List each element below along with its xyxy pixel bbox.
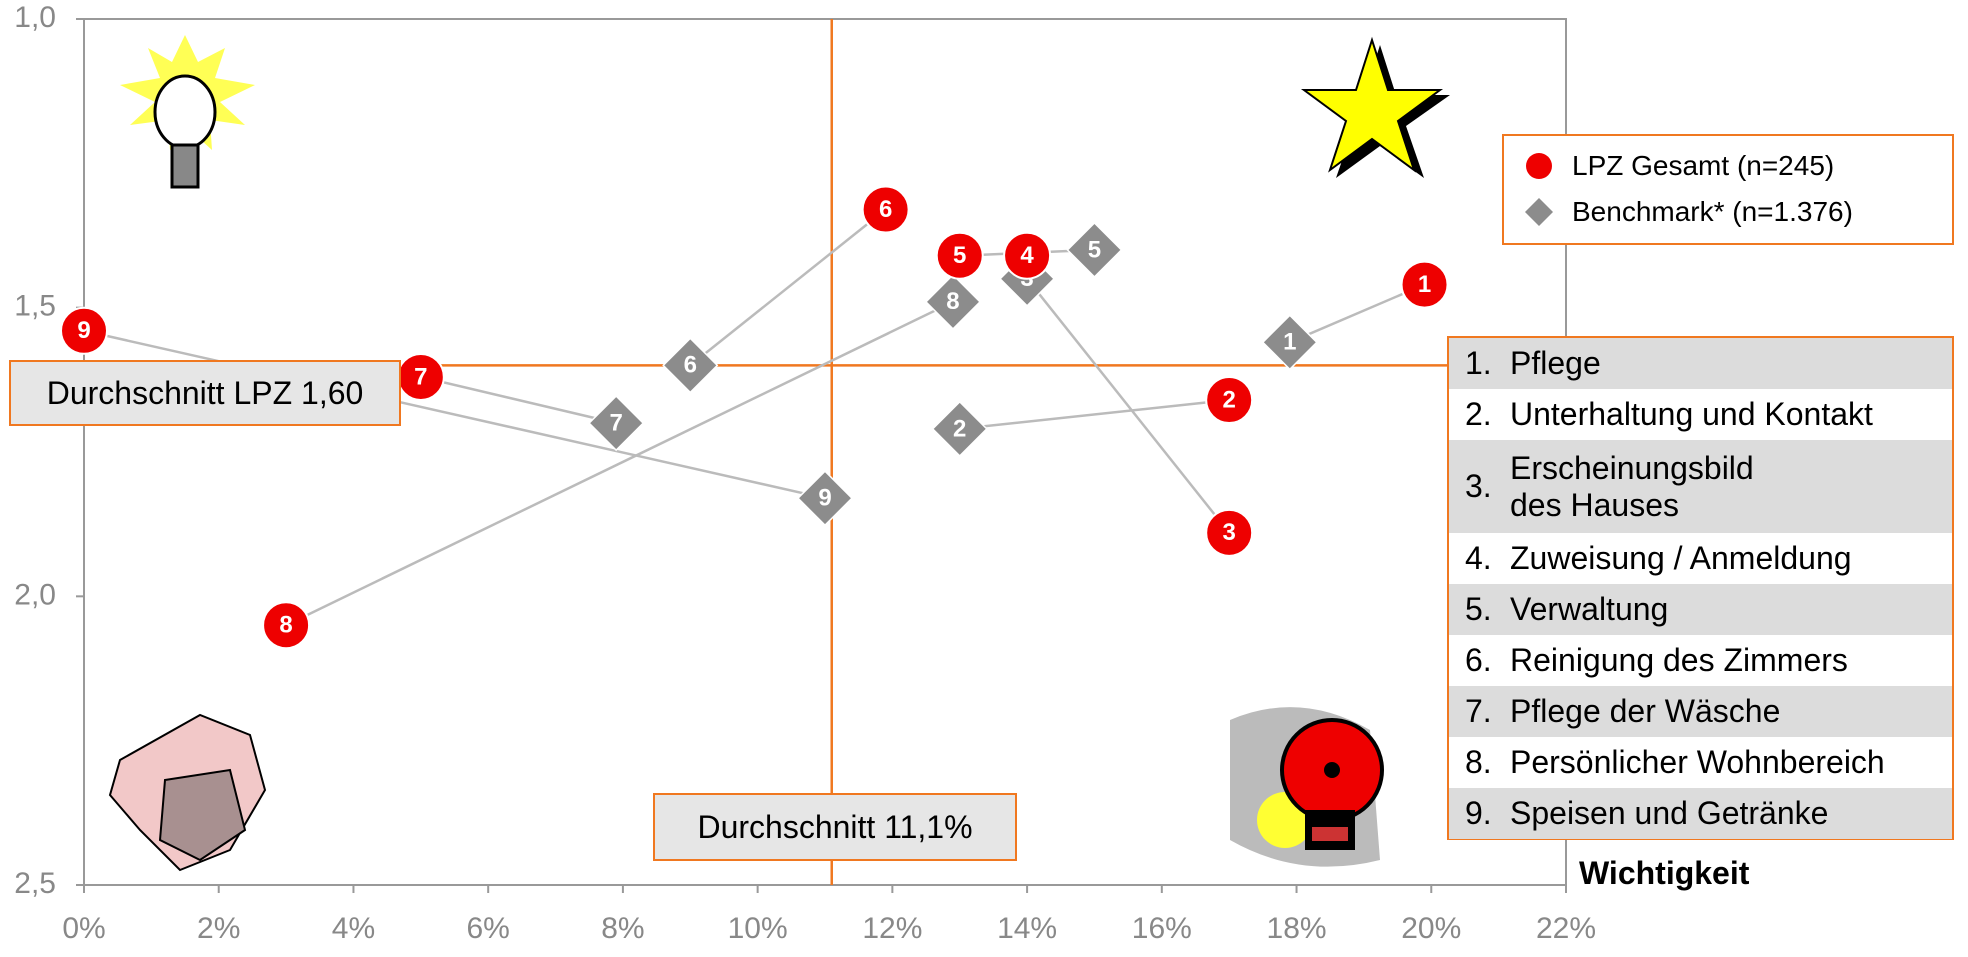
x-tick-label: 20% xyxy=(1401,912,1461,945)
list-row: 7.Pflege der Wäsche xyxy=(1449,686,1952,737)
x-tick-label: 14% xyxy=(997,912,1057,945)
point-label: 6 xyxy=(879,196,892,223)
list-label: Persönlicher Wohnbereich xyxy=(1510,744,1885,781)
legend-label: LPZ Gesamt (n=245) xyxy=(1572,150,1834,182)
lightbulb-icon xyxy=(120,35,255,187)
legend-diamond xyxy=(1525,198,1553,226)
list-row: 1.Pflege xyxy=(1449,338,1952,389)
x-tick-label: 22% xyxy=(1536,912,1596,945)
legend: LPZ Gesamt (n=245) Benchmark* (n=1.376) xyxy=(1502,134,1954,245)
list-number: 9. xyxy=(1465,795,1510,832)
list-number: 1. xyxy=(1465,345,1510,382)
list-number: 6. xyxy=(1465,642,1510,679)
list-row: 4.Zuweisung / Anmeldung xyxy=(1449,533,1952,584)
x-tick-label: 0% xyxy=(62,912,105,945)
list-number: 2. xyxy=(1465,396,1510,433)
point-label: 5 xyxy=(1088,236,1101,263)
legend-label: Benchmark* (n=1.376) xyxy=(1572,196,1853,228)
point-label: 3 xyxy=(1223,519,1236,546)
list-label: Pflege xyxy=(1510,345,1601,382)
connector xyxy=(690,210,885,366)
list-row: 3.Erscheinungsbild des Hauses xyxy=(1449,440,1952,533)
list-label: Pflege der Wäsche xyxy=(1510,693,1780,730)
point-label: 1 xyxy=(1283,329,1296,356)
legend-marker xyxy=(1524,151,1554,181)
list-row: 2.Unterhaltung und Kontakt xyxy=(1449,389,1952,440)
list-label: Reinigung des Zimmers xyxy=(1510,642,1848,679)
x-tick-label: 10% xyxy=(728,912,788,945)
x-tick-label: 12% xyxy=(862,912,922,945)
x-average-annotation: Durchschnitt 11,1% xyxy=(653,793,1017,861)
x-tick-label: 16% xyxy=(1132,912,1192,945)
crumpled-paper-icon xyxy=(110,715,265,870)
list-row: 6.Reinigung des Zimmers xyxy=(1449,635,1952,686)
list-number: 7. xyxy=(1465,693,1510,730)
star-icon xyxy=(1304,40,1450,178)
list-label: Speisen und Getränke xyxy=(1510,795,1828,832)
legend-circle xyxy=(1526,153,1552,179)
point-label: 6 xyxy=(684,352,697,379)
point-label: 4 xyxy=(1020,242,1034,269)
list-row: 8.Persönlicher Wohnbereich xyxy=(1449,737,1952,788)
connector xyxy=(960,400,1229,429)
point-label: 9 xyxy=(818,485,831,512)
connector xyxy=(286,302,953,625)
point-label: 8 xyxy=(946,288,959,315)
y-tick-label: 1,0 xyxy=(14,1,56,34)
list-number: 4. xyxy=(1465,540,1510,577)
legend-entry: Benchmark* (n=1.376) xyxy=(1524,196,1853,228)
point-label: 5 xyxy=(953,242,966,269)
point-label: 9 xyxy=(77,317,90,344)
list-label: Zuweisung / Anmeldung xyxy=(1510,540,1852,577)
legend-entry: LPZ Gesamt (n=245) xyxy=(1524,150,1834,182)
y-tick-label: 1,5 xyxy=(14,290,56,323)
connector xyxy=(1027,279,1229,533)
list-label: Unterhaltung und Kontakt xyxy=(1510,396,1873,433)
x-tick-label: 8% xyxy=(601,912,644,945)
point-label: 7 xyxy=(414,363,427,390)
x-tick-label: 2% xyxy=(197,912,240,945)
x-tick-label: 6% xyxy=(467,912,510,945)
y-tick-label: 2,0 xyxy=(14,578,56,611)
y-tick-label: 2,5 xyxy=(14,867,56,900)
list-label: Erscheinungsbild des Hauses xyxy=(1510,450,1810,524)
legend-marker xyxy=(1524,197,1554,227)
connector xyxy=(421,377,616,423)
point-label: 2 xyxy=(1223,386,1236,413)
list-number: 8. xyxy=(1465,744,1510,781)
list-number: 3. xyxy=(1465,468,1510,505)
point-label: 1 xyxy=(1418,271,1431,298)
x-tick-label: 4% xyxy=(332,912,375,945)
list-row: 9.Speisen und Getränke xyxy=(1449,788,1952,839)
point-label: 7 xyxy=(609,409,622,436)
y-average-annotation: Durchschnitt LPZ 1,60 xyxy=(9,360,401,426)
list-row: 5.Verwaltung xyxy=(1449,584,1952,635)
x-tick-label: 18% xyxy=(1267,912,1327,945)
list-label: Verwaltung xyxy=(1510,591,1668,628)
alarm-bell-icon xyxy=(1230,707,1382,867)
point-label: 8 xyxy=(279,612,292,639)
point-label: 2 xyxy=(953,415,966,442)
x-axis-label: Wichtigkeit xyxy=(1579,855,1749,892)
list-number: 5. xyxy=(1465,591,1510,628)
page: 1,0 1,5 2,0 2,50% 2% 4% 6% 8% 10% 12% 14% 16% 18% 20%… xyxy=(0,0,1968,957)
